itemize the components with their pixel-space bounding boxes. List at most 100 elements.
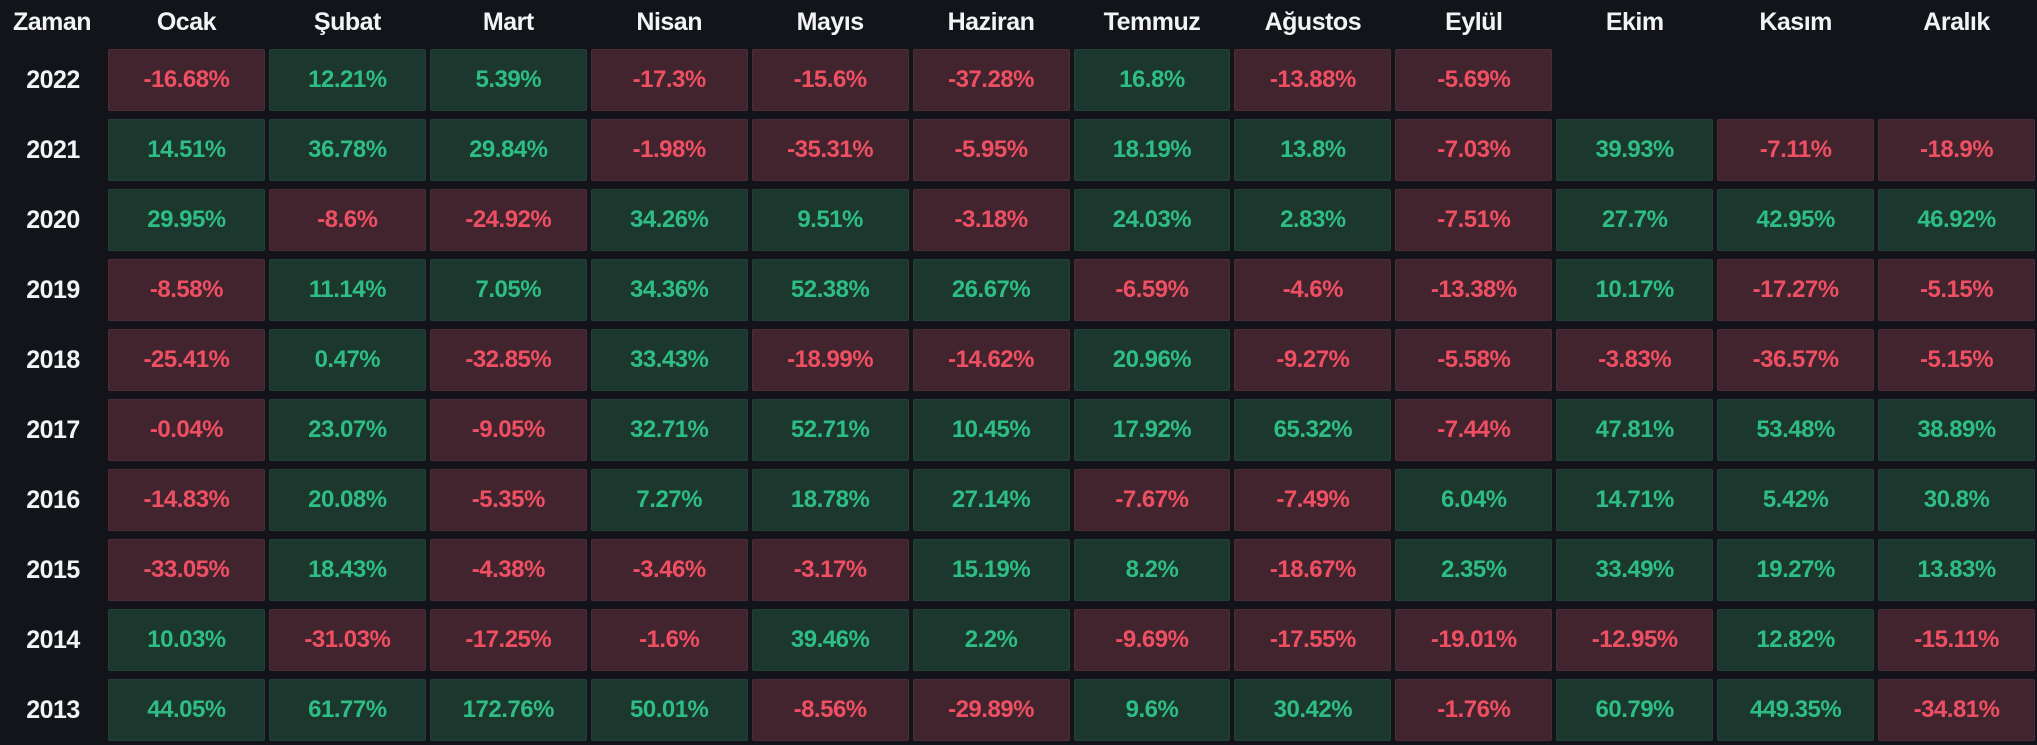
return-cell-2016-may: 18.78%: [751, 469, 909, 531]
cell-slot: -3.17%: [750, 535, 911, 605]
cell-slot: -18.67%: [1232, 535, 1393, 605]
cell-slot: 24.03%: [1072, 185, 1233, 255]
return-cell-2018-may: -18.99%: [751, 329, 909, 391]
cell-slot: -7.49%: [1232, 465, 1393, 535]
return-cell-2013-sep: -1.76%: [1395, 679, 1553, 741]
return-cell-2022-sep: -5.69%: [1395, 49, 1553, 111]
cell-slot: 30.42%: [1232, 675, 1393, 745]
cell-slot: -0.04%: [106, 395, 267, 465]
return-cell-2019-sep: -13.38%: [1395, 259, 1553, 321]
return-cell-2013-feb: 61.77%: [268, 679, 426, 741]
cell-slot: 2.35%: [1393, 535, 1554, 605]
year-label-2015: 2015: [26, 555, 80, 584]
cell-slot: -3.83%: [1554, 325, 1715, 395]
cell-slot: -18.9%: [1876, 115, 2037, 185]
cell-slot: 26.67%: [911, 255, 1072, 325]
cell-slot: 52.38%: [750, 255, 911, 325]
cell-slot: -34.81%: [1876, 675, 2037, 745]
cell-slot: 33.43%: [589, 325, 750, 395]
return-cell-2014-dec: -15.11%: [1878, 609, 2035, 671]
month-header-sep: Eylül: [1445, 8, 1503, 36]
cell-slot: 47.81%: [1554, 395, 1715, 465]
return-cell-2022-aug: -13.88%: [1234, 49, 1392, 111]
month-header-jan: Ocak: [156, 8, 217, 36]
cell-slot: 172.76%: [428, 675, 589, 745]
cell-slot: -17.55%: [1232, 605, 1393, 675]
cell-slot: 18.78%: [750, 465, 911, 535]
cell-slot: -35.31%: [750, 115, 911, 185]
return-cell-2018-sep: -5.58%: [1395, 329, 1553, 391]
return-cell-2013-oct: 60.79%: [1556, 679, 1714, 741]
cell-slot: [1715, 45, 1876, 115]
month-header-oct: Ekim: [1605, 8, 1664, 36]
cell-slot: -31.03%: [267, 605, 428, 675]
return-cell-2016-sep: 6.04%: [1395, 469, 1553, 531]
cell-slot: -3.46%: [589, 535, 750, 605]
month-header-feb: Şubat: [313, 8, 381, 36]
cell-slot: -14.62%: [911, 325, 1072, 395]
return-cell-2016-jan: -14.83%: [108, 469, 265, 531]
month-header-jun: Haziran: [947, 8, 1035, 36]
cell-slot: 23.07%: [267, 395, 428, 465]
cell-slot: 7.05%: [428, 255, 589, 325]
cell-slot: 46.92%: [1876, 185, 2037, 255]
return-cell-2013-jul: 9.6%: [1073, 679, 1231, 741]
cell-slot: 39.46%: [750, 605, 911, 675]
return-cell-2021-jul: 18.19%: [1073, 119, 1231, 181]
cell-slot: 44.05%: [106, 675, 267, 745]
cell-slot: -7.51%: [1393, 185, 1554, 255]
cell-slot: 449.35%: [1715, 675, 1876, 745]
cell-slot: -5.15%: [1876, 255, 2037, 325]
cell-slot: -1.6%: [589, 605, 750, 675]
return-cell-2014-oct: -12.95%: [1556, 609, 1714, 671]
return-cell-2018-feb: 0.47%: [268, 329, 426, 391]
cell-slot: 30.8%: [1876, 465, 2037, 535]
cell-slot: -7.44%: [1393, 395, 1554, 465]
cell-slot: -9.05%: [428, 395, 589, 465]
cell-slot: 5.39%: [428, 45, 589, 115]
return-cell-2021-jun: -5.95%: [912, 119, 1070, 181]
year-label-2021: 2021: [26, 135, 80, 164]
cell-slot: -8.58%: [106, 255, 267, 325]
cell-slot: 20.96%: [1072, 325, 1233, 395]
return-cell-2019-dec: -5.15%: [1878, 259, 2035, 321]
cell-slot: 34.36%: [589, 255, 750, 325]
return-cell-2015-oct: 33.49%: [1556, 539, 1714, 601]
return-cell-2014-jun: 2.2%: [912, 609, 1070, 671]
cell-slot: -5.15%: [1876, 325, 2037, 395]
cell-slot: -33.05%: [106, 535, 267, 605]
cell-slot: -37.28%: [911, 45, 1072, 115]
cell-slot: 14.71%: [1554, 465, 1715, 535]
return-cell-2021-mar: 29.84%: [429, 119, 587, 181]
return-cell-2015-sep: 2.35%: [1395, 539, 1553, 601]
cell-slot: 8.2%: [1072, 535, 1233, 605]
return-cell-2018-nov: -36.57%: [1717, 329, 1875, 391]
return-cell-2015-dec: 13.83%: [1878, 539, 2035, 601]
return-cell-2015-nov: 19.27%: [1717, 539, 1875, 601]
return-cell-2016-apr: 7.27%: [590, 469, 748, 531]
return-cell-2013-may: -8.56%: [751, 679, 909, 741]
return-cell-2015-apr: -3.46%: [590, 539, 748, 601]
cell-slot: -6.59%: [1072, 255, 1233, 325]
return-cell-2019-apr: 34.36%: [590, 259, 748, 321]
return-cell-2022-feb: 12.21%: [268, 49, 426, 111]
cell-slot: 10.17%: [1554, 255, 1715, 325]
cell-slot: -7.67%: [1072, 465, 1233, 535]
cell-slot: -17.25%: [428, 605, 589, 675]
return-cell-2014-sep: -19.01%: [1395, 609, 1553, 671]
return-cell-2018-oct: -3.83%: [1556, 329, 1714, 391]
cell-slot: 5.42%: [1715, 465, 1876, 535]
cell-slot: 12.82%: [1715, 605, 1876, 675]
return-cell-2021-aug: 13.8%: [1234, 119, 1392, 181]
cell-slot: 10.03%: [106, 605, 267, 675]
cell-slot: -25.41%: [106, 325, 267, 395]
cell-slot: 12.21%: [267, 45, 428, 115]
month-header-may: Mayıs: [796, 8, 864, 36]
cell-slot: -16.68%: [106, 45, 267, 115]
return-cell-2016-jul: -7.67%: [1073, 469, 1231, 531]
cell-slot: 29.84%: [428, 115, 589, 185]
return-cell-2019-aug: -4.6%: [1234, 259, 1392, 321]
cell-slot: -9.27%: [1232, 325, 1393, 395]
